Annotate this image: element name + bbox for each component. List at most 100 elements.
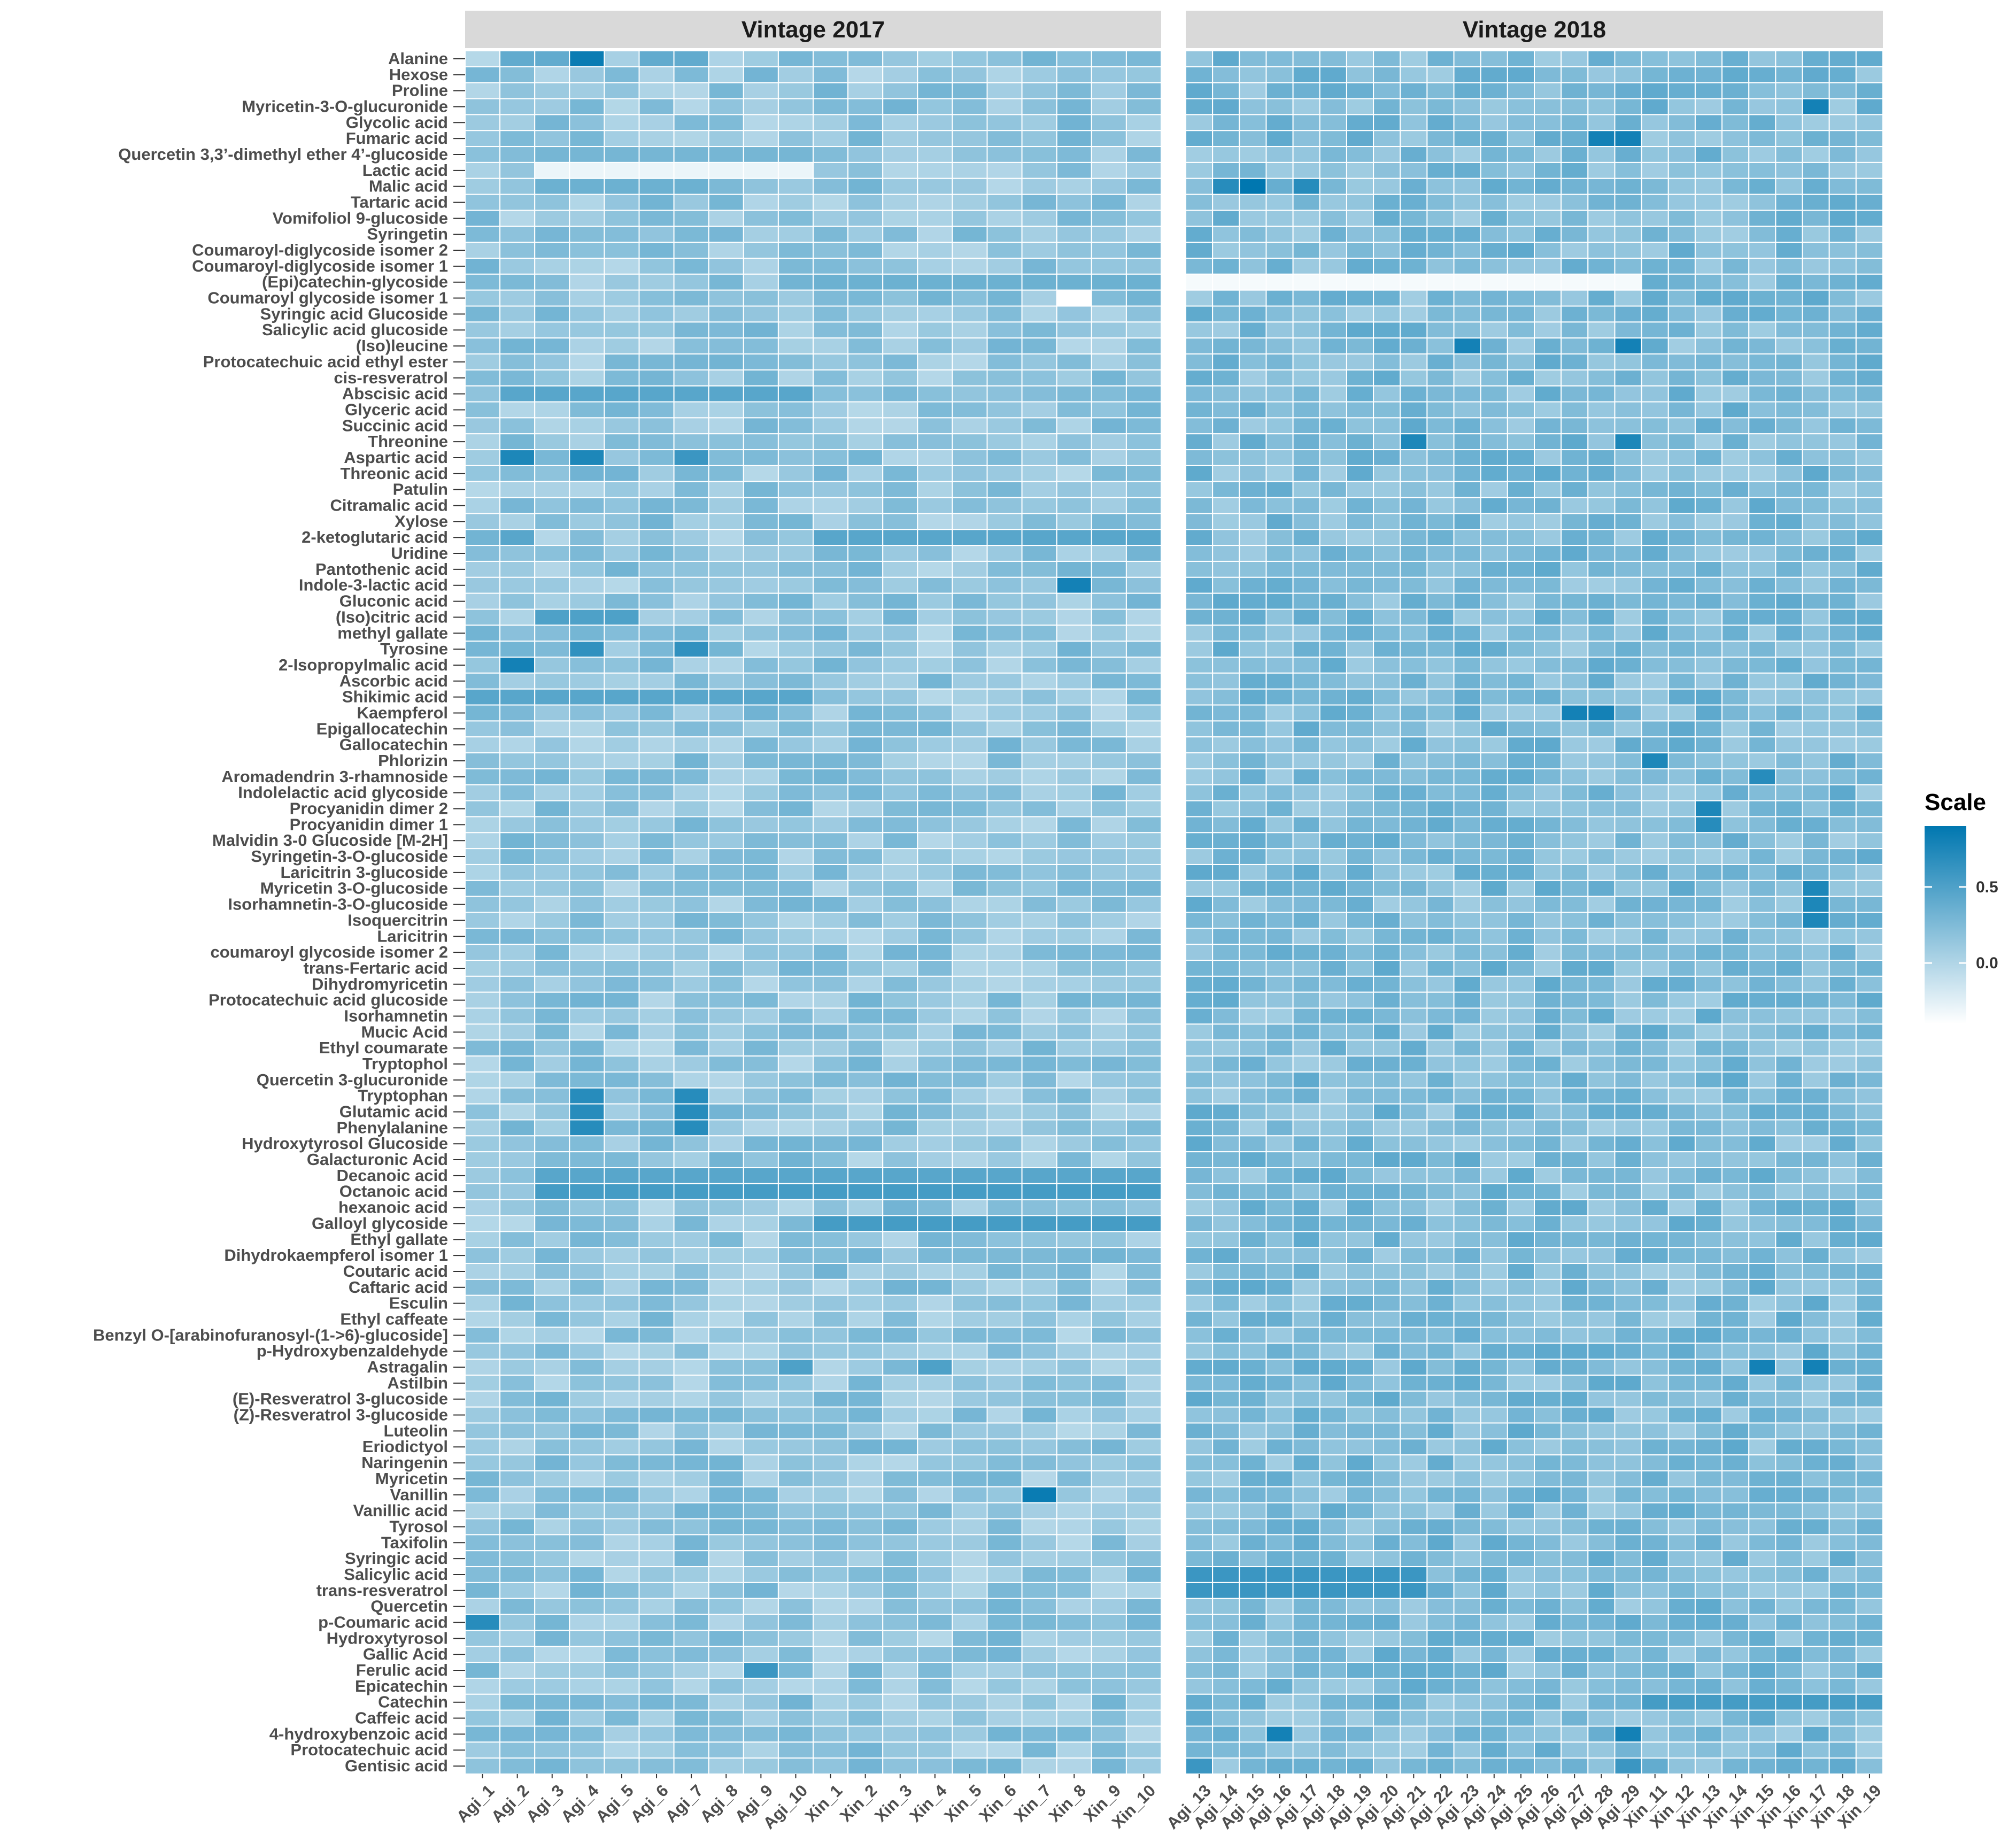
heatmap-cell <box>1694 1039 1723 1057</box>
heatmap-cell <box>1346 433 1374 451</box>
heatmap-cell <box>1373 784 1401 801</box>
heatmap-cell <box>1587 449 1616 466</box>
heatmap-cell <box>673 433 709 451</box>
heatmap-cell <box>1828 529 1857 546</box>
heatmap-cell <box>847 305 884 323</box>
heatmap-cell <box>1212 1518 1240 1536</box>
heatmap-cell <box>708 1486 744 1503</box>
heatmap-cell <box>1641 1310 1669 1328</box>
heatmap-cell <box>1694 1199 1723 1216</box>
heatmap-cell <box>952 289 988 307</box>
heatmap-cell <box>1828 641 1857 658</box>
heatmap-cell <box>638 465 675 482</box>
heatmap-cell <box>1587 1454 1616 1471</box>
heatmap-cell <box>882 1598 918 1615</box>
heatmap-cell <box>499 1119 536 1137</box>
heatmap-cell <box>1534 1630 1562 1647</box>
heatmap-cell <box>917 752 953 769</box>
heatmap-cell <box>534 529 570 546</box>
heatmap-cell <box>813 1103 849 1121</box>
heatmap-cell <box>1426 784 1455 801</box>
heatmap-cell <box>708 529 744 546</box>
heatmap-cell <box>1091 1454 1127 1471</box>
heatmap-cell <box>1748 848 1776 865</box>
heatmap-cell <box>1373 226 1401 243</box>
heatmap-cell <box>465 1231 501 1248</box>
heatmap-cell <box>1021 529 1057 546</box>
heatmap-cell <box>1614 337 1642 355</box>
heatmap-cell <box>1641 210 1669 227</box>
heatmap-cell <box>1400 449 1428 466</box>
heatmap-cell <box>743 704 779 722</box>
heatmap-cell <box>1400 1119 1428 1137</box>
heatmap-cell <box>1480 146 1508 163</box>
heatmap-cell <box>882 768 918 785</box>
heatmap-cell <box>986 257 1023 275</box>
heatmap-cell <box>1667 832 1696 850</box>
heatmap-cell <box>499 1566 536 1583</box>
heatmap-cell <box>1453 1741 1481 1759</box>
heatmap-cell <box>708 928 744 945</box>
heatmap-cell <box>1775 1278 1803 1296</box>
heatmap-cell <box>1480 449 1508 466</box>
heatmap-cell <box>743 161 779 179</box>
heatmap-cell <box>1748 657 1776 674</box>
heatmap-cell <box>1480 1247 1508 1264</box>
heatmap-cell <box>1802 321 1830 339</box>
heatmap-cell <box>1775 465 1803 482</box>
heatmap-cell <box>986 1677 1023 1695</box>
heatmap-cell <box>1828 1343 1857 1360</box>
heatmap-cell <box>1721 226 1750 243</box>
heatmap-cell <box>534 1247 570 1264</box>
heatmap-cell <box>1292 1215 1320 1232</box>
heatmap-cell <box>1614 146 1642 163</box>
heatmap-cell <box>1775 1422 1803 1440</box>
heatmap-cell <box>569 880 605 897</box>
heatmap-cell <box>1721 1103 1750 1121</box>
heatmap-cell <box>1400 975 1428 993</box>
heatmap-cell <box>813 529 849 546</box>
heatmap-cell <box>1091 433 1127 451</box>
heatmap-cell <box>1775 1087 1803 1105</box>
heatmap-cell <box>743 752 779 769</box>
heatmap-cell <box>952 720 988 738</box>
heatmap-cell <box>1346 1741 1374 1759</box>
heatmap-cell <box>1021 305 1057 323</box>
heatmap-cell <box>1212 210 1240 227</box>
heatmap-cell <box>1748 305 1776 323</box>
heatmap-cell <box>1346 816 1374 834</box>
heatmap-cell <box>1400 210 1428 227</box>
heatmap-cell <box>1453 257 1481 275</box>
heatmap-cell <box>1721 1039 1750 1057</box>
heatmap-cell <box>1507 481 1535 498</box>
heatmap-cell <box>1373 912 1401 929</box>
heatmap-cell <box>1185 114 1214 132</box>
heatmap-cell <box>1125 752 1162 769</box>
heatmap-cell <box>1775 1598 1803 1615</box>
heatmap-cell <box>1400 1725 1428 1743</box>
heatmap-cell <box>847 1614 884 1631</box>
heatmap-cell <box>1400 385 1428 403</box>
heatmap-cell <box>777 1007 814 1025</box>
heatmap-cell <box>569 1199 605 1216</box>
heatmap-cell <box>1239 353 1267 371</box>
heatmap-cell <box>1212 1310 1240 1328</box>
heatmap-cell <box>1056 576 1092 594</box>
heatmap-cell <box>1802 1294 1830 1312</box>
heatmap-cell <box>1534 1374 1562 1392</box>
heatmap-cell <box>1667 161 1696 179</box>
heatmap-cell <box>1400 592 1428 610</box>
heatmap-cell <box>1212 1119 1240 1137</box>
heatmap-cell <box>986 928 1023 945</box>
heatmap-cell <box>569 305 605 323</box>
heatmap-cell <box>534 321 570 339</box>
heatmap-cell <box>1373 1151 1401 1168</box>
heatmap-cell <box>1534 975 1562 993</box>
heatmap-cell <box>1185 1103 1214 1121</box>
heatmap-cell <box>1748 832 1776 850</box>
heatmap-cell <box>465 1135 501 1153</box>
heatmap-cell <box>1292 1757 1320 1775</box>
heatmap-cell <box>1346 1071 1374 1089</box>
heatmap-cell <box>1587 863 1616 881</box>
heatmap-cell <box>1748 178 1776 195</box>
